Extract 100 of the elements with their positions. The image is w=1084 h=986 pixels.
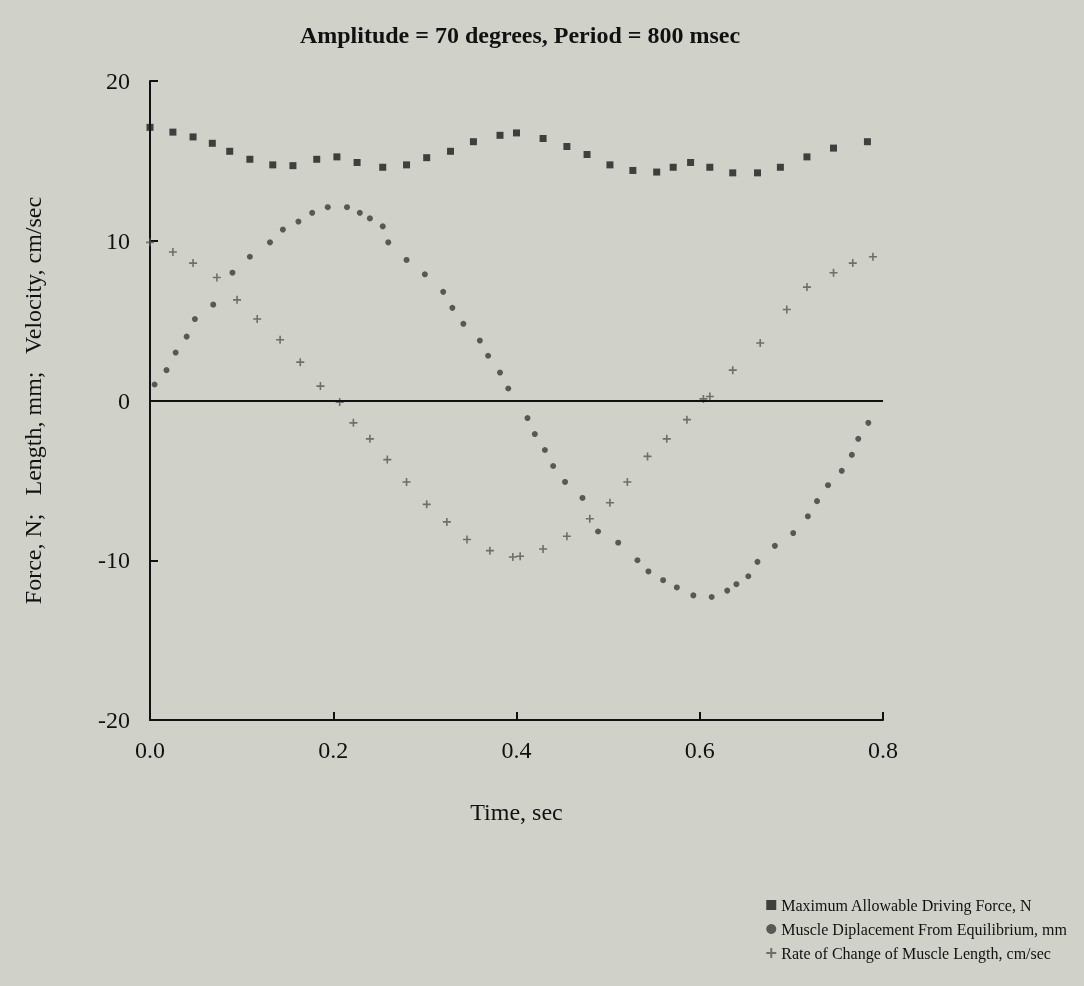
point — [422, 500, 431, 509]
point — [279, 226, 286, 233]
point — [623, 477, 632, 486]
point — [316, 382, 325, 391]
point — [447, 147, 455, 155]
point — [189, 259, 198, 268]
point — [753, 169, 761, 177]
point — [163, 367, 170, 374]
point — [687, 158, 695, 166]
point — [379, 223, 386, 230]
point — [708, 593, 715, 600]
point — [403, 256, 410, 263]
point — [449, 304, 456, 311]
point — [825, 482, 832, 489]
point — [790, 530, 797, 537]
point — [295, 218, 302, 225]
legend-label: Maximum Allowable Driving Force, N — [781, 896, 1032, 915]
point — [541, 447, 548, 454]
point — [379, 163, 387, 171]
point — [865, 419, 872, 426]
point — [233, 295, 242, 304]
y-axis-title: Force, N; Length, mm; Velocity, cm/sec — [20, 196, 46, 605]
point — [485, 352, 492, 359]
point — [539, 135, 547, 143]
point — [724, 587, 731, 594]
point — [513, 129, 520, 137]
point — [402, 477, 411, 486]
point — [508, 553, 517, 562]
point — [662, 434, 671, 443]
point — [539, 545, 548, 554]
point — [690, 592, 697, 599]
point — [476, 337, 483, 344]
point — [838, 467, 845, 474]
point — [733, 581, 740, 588]
x-tick-label: 0.0 — [135, 737, 165, 763]
point — [653, 168, 661, 176]
point — [309, 209, 316, 216]
point — [585, 514, 594, 523]
point — [276, 335, 285, 344]
x-tick-label: 0.6 — [684, 737, 715, 763]
point — [756, 338, 765, 347]
point — [168, 247, 177, 256]
point — [754, 558, 761, 565]
x-tick-label: 0.8 — [868, 737, 898, 763]
point — [782, 305, 791, 314]
point — [645, 568, 652, 575]
point — [855, 435, 862, 442]
point — [212, 273, 221, 282]
point — [745, 573, 752, 580]
point — [814, 498, 821, 505]
y-tick-label: 20 — [106, 68, 130, 94]
point — [682, 415, 691, 424]
point — [229, 269, 236, 276]
point — [210, 301, 217, 308]
point — [313, 155, 321, 163]
point — [673, 584, 680, 591]
point — [460, 320, 467, 327]
point — [333, 153, 341, 161]
point — [829, 268, 838, 277]
point — [660, 577, 667, 584]
point — [172, 349, 179, 356]
point — [403, 161, 411, 169]
point — [146, 123, 154, 131]
point — [524, 415, 531, 422]
legend-label: Rate of Change of Muscle Length, cm/sec — [781, 944, 1051, 963]
point — [728, 366, 737, 375]
point — [606, 161, 614, 169]
legend-label: Muscle Diplacement From Equilibrium, mm — [781, 920, 1068, 939]
point — [365, 434, 374, 443]
point — [531, 431, 538, 438]
point — [191, 316, 198, 323]
point — [253, 315, 262, 324]
point — [669, 163, 677, 171]
point — [267, 239, 274, 246]
point — [848, 259, 857, 268]
point — [706, 163, 714, 171]
point — [629, 166, 637, 174]
point — [615, 539, 622, 546]
point — [189, 133, 197, 141]
point — [356, 209, 363, 216]
point — [605, 498, 614, 507]
point — [440, 288, 447, 295]
point — [830, 144, 838, 152]
point — [423, 154, 431, 162]
x-tick-label: 0.2 — [318, 737, 349, 763]
point — [385, 239, 392, 246]
y-tick-label: -20 — [98, 707, 130, 733]
x-tick-label: 0.4 — [501, 737, 532, 763]
y-tick-label: -10 — [98, 547, 130, 574]
point — [497, 369, 504, 376]
point — [421, 271, 428, 278]
point — [595, 528, 602, 535]
point — [349, 418, 358, 427]
point — [353, 158, 361, 166]
point — [246, 155, 254, 163]
point — [208, 139, 216, 147]
point — [516, 552, 525, 561]
point — [771, 542, 778, 549]
point — [848, 451, 855, 458]
point — [146, 238, 154, 247]
